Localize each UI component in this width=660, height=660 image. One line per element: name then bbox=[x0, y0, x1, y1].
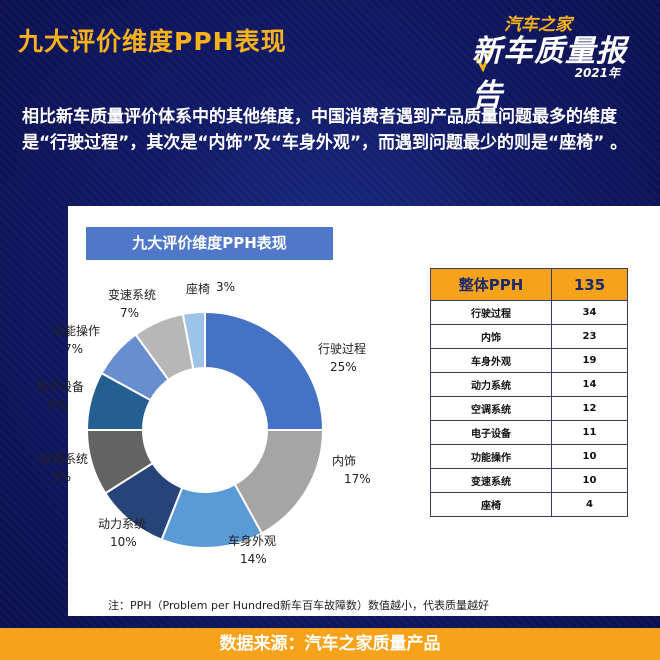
pph-row-value: 11 bbox=[551, 420, 628, 445]
slice-percent: 17% bbox=[344, 472, 371, 486]
donut-slice bbox=[204, 310, 325, 431]
slice-percent: 25% bbox=[330, 360, 357, 374]
slice-label: 空调系统 bbox=[40, 452, 89, 466]
pph-row-value: 19 bbox=[551, 348, 628, 373]
slice-label: 内饰 bbox=[332, 454, 357, 468]
slice-percent: 3% bbox=[216, 280, 236, 294]
donut-slice bbox=[181, 310, 206, 371]
table-row: 功能操作 10 bbox=[430, 444, 628, 469]
pph-row-label: 电子设备 bbox=[430, 420, 552, 445]
slice-label: 功能操作 bbox=[52, 324, 101, 338]
pph-row-label: 座椅 bbox=[430, 492, 552, 517]
pph-row-value: 23 bbox=[551, 324, 628, 349]
pph-row-value: 14 bbox=[551, 372, 628, 397]
pph-row-label: 动力系统 bbox=[430, 372, 552, 397]
table-row: 动力系统 14 bbox=[430, 372, 628, 397]
slice-label: 车身外观 bbox=[228, 534, 277, 548]
brand-name: 汽车之家 bbox=[504, 15, 572, 35]
pph-row-value: 34 bbox=[551, 300, 628, 325]
pph-row-label: 变速系统 bbox=[430, 468, 552, 493]
slice-label: 动力系统 bbox=[98, 517, 147, 531]
table-row: 空调系统 12 bbox=[430, 396, 628, 421]
pph-header-value: 135 bbox=[551, 268, 628, 301]
intro-text: 相比新车质量评价体系中的其他维度，中国消费者遇到产品质量问题最多的维度是“行驶过… bbox=[22, 107, 628, 153]
pph-row-label: 功能操作 bbox=[430, 444, 552, 469]
pph-row-value: 4 bbox=[551, 492, 628, 517]
slice-percent: 9% bbox=[52, 470, 72, 484]
pph-row-value: 10 bbox=[551, 444, 628, 469]
pph-row-value: 10 bbox=[551, 468, 628, 493]
brand-report: 新车质量报告 bbox=[472, 34, 627, 113]
checkmark-icon bbox=[474, 47, 494, 72]
pph-row-value: 12 bbox=[551, 396, 628, 421]
slice-label: 座椅 bbox=[186, 282, 211, 296]
table-row: 变速系统 10 bbox=[430, 468, 628, 493]
chart-title: 九大评价维度PPH表现 bbox=[86, 227, 333, 260]
table-row: 行驶过程 34 bbox=[430, 300, 628, 325]
slice-percent: 7% bbox=[64, 342, 84, 356]
table-row: 内饰 23 bbox=[430, 324, 628, 349]
slice-percent: 10% bbox=[110, 535, 137, 549]
pph-row-label: 行驶过程 bbox=[430, 300, 552, 325]
brand-logo: 汽车之家 新车质量报告 2021年 bbox=[472, 8, 642, 113]
page-title: 九大评价维度PPH表现 bbox=[18, 27, 287, 56]
slice-label: 变速系统 bbox=[108, 288, 157, 302]
slice-label: 电子设备 bbox=[36, 380, 85, 394]
pph-row-label: 内饰 bbox=[430, 324, 552, 349]
pph-table-header: 整体PPH 135 bbox=[430, 268, 628, 301]
source-footer: 数据来源：汽车之家质量产品 bbox=[0, 628, 660, 660]
footnote: 注：PPH（Problem per Hundred新车百车故障数）数值越小，代表… bbox=[108, 599, 490, 612]
pph-row-label: 空调系统 bbox=[430, 396, 552, 421]
table-row: 座椅 4 bbox=[430, 492, 628, 517]
table-row: 车身外观 19 bbox=[430, 348, 628, 373]
slice-label: 行驶过程 bbox=[318, 342, 367, 356]
pph-header-label: 整体PPH bbox=[430, 268, 552, 301]
pph-table: 整体PPH 135 行驶过程 34 内饰 23 车身外观 19 动力系统 14 空调系统 12 电子… bbox=[430, 268, 628, 517]
table-row: 电子设备 11 bbox=[430, 420, 628, 445]
slice-percent: 7% bbox=[120, 306, 140, 320]
brand-year: 2021年 bbox=[574, 66, 620, 80]
pph-row-label: 车身外观 bbox=[430, 348, 552, 373]
slice-percent: 8% bbox=[48, 398, 68, 412]
slice-percent: 14% bbox=[240, 552, 267, 566]
